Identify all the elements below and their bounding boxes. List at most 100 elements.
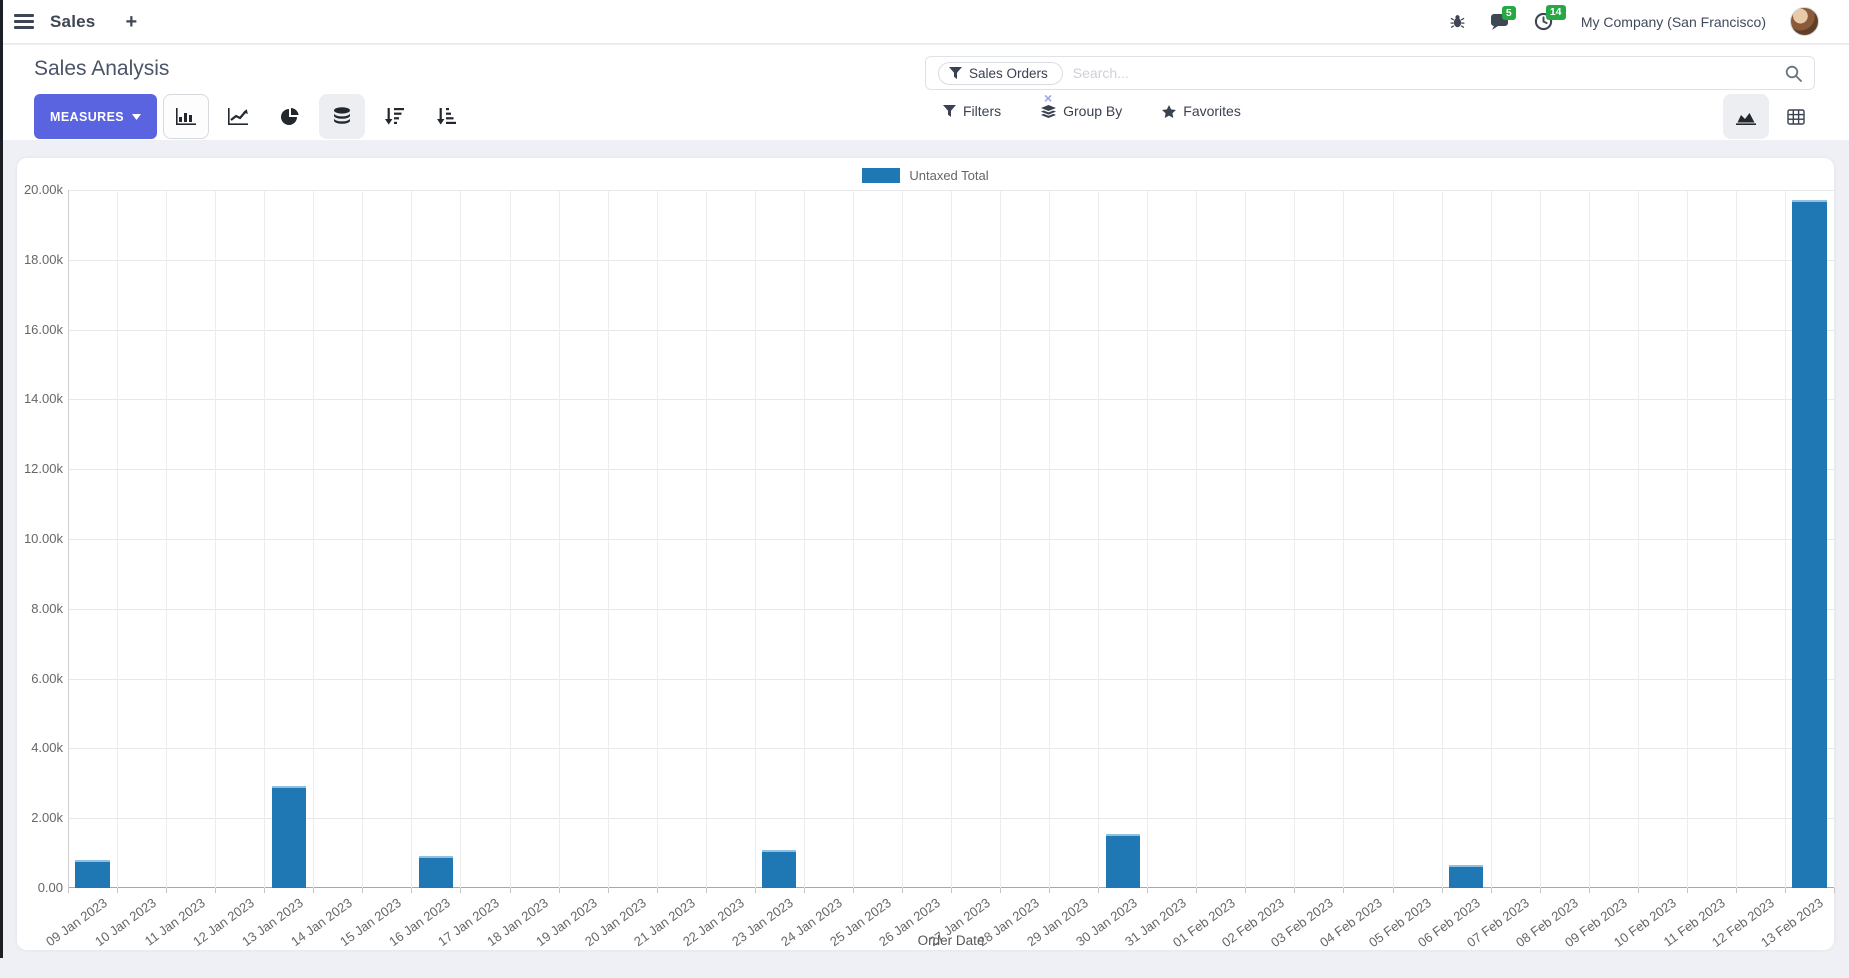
x-axis-tick [951,888,952,893]
bar[interactable] [1105,833,1140,888]
bar[interactable] [418,855,454,888]
x-axis-tick [754,888,756,893]
plot-area [68,190,1835,888]
x-axis-tick [1686,888,1688,893]
bar[interactable] [75,860,110,888]
gridline-vertical [1098,190,1100,888]
pie-chart-view-button[interactable] [267,94,313,139]
legend-swatch [862,168,901,183]
stacked-database-icon [334,107,351,124]
gridline-vertical [1441,190,1443,888]
gridline-vertical [901,190,903,888]
graph-view-switch-button[interactable] [1723,94,1769,139]
gridline-vertical [852,190,854,888]
x-axis-tick [1147,888,1149,893]
bar[interactable] [271,785,306,888]
y-tick-label: 6.00k [31,670,63,686]
gridline-vertical [1343,190,1345,888]
hamburger-menu-icon[interactable] [14,14,34,29]
y-tick-label: 4.00k [31,740,63,756]
x-axis-tick [117,888,119,893]
activities-clock-icon[interactable]: 14 [1534,5,1566,31]
gridline-vertical [705,190,707,888]
gridline-vertical [1539,190,1541,888]
y-tick-label: 10.00k [23,531,63,546]
x-axis-tick [803,888,805,893]
y-tick-label: 12.00k [23,461,63,477]
x-axis-tick [1490,888,1492,893]
x-axis-tick [313,888,315,893]
x-axis-tick [215,888,217,893]
search-facet[interactable]: Sales Orders [938,61,1063,85]
gridline-vertical [607,190,609,888]
user-avatar[interactable] [1790,7,1819,36]
filters-menu[interactable]: Filters [943,103,1001,119]
company-name[interactable]: My Company (San Francisco) [1580,13,1766,30]
page-title: Sales Analysis [34,57,170,80]
app-name[interactable]: Sales [50,11,96,31]
x-axis-tick [1637,888,1639,893]
favorites-menu[interactable]: Favorites [1162,103,1241,119]
gridline-vertical [509,190,511,888]
line-chart-view-button[interactable] [215,94,261,139]
gridline-vertical [1834,190,1835,888]
pivot-view-switch-button[interactable] [1773,94,1819,139]
gridline-vertical [1147,190,1149,888]
bar-chart-view-button[interactable] [163,94,210,139]
gridline-vertical [460,190,462,888]
sort-descending-button[interactable] [371,94,417,139]
gridline-vertical [1686,190,1688,888]
facet-remove-icon[interactable]: × [1044,90,1053,106]
gridline-vertical [754,190,756,888]
facet-label: Sales Orders [969,65,1048,81]
bar-chart-icon [176,108,197,125]
x-axis-tick [1343,888,1345,893]
stacked-toggle-button[interactable] [319,94,366,139]
gridline-vertical [264,190,266,888]
gridline-vertical [215,190,217,888]
x-axis-tick [362,888,364,893]
x-axis-title: Order Date [917,933,985,948]
debug-bug-icon[interactable] [1449,13,1466,30]
gridline-vertical [1245,190,1247,888]
x-axis-tick [852,888,854,893]
bar[interactable] [1792,200,1827,888]
sort-ascending-button[interactable] [423,94,469,139]
search-icon[interactable] [1785,65,1802,82]
gridline-vertical [1784,190,1786,888]
filters-label: Filters [963,103,1002,119]
legend-label: Untaxed Total [909,168,989,183]
search-input[interactable]: Search... [1072,65,1129,81]
bar[interactable] [762,849,797,888]
search-bar[interactable]: Sales Orders Search... × [925,56,1815,106]
y-tick-label: 20.00k [23,182,63,197]
gridline-vertical [558,190,560,888]
gridline-vertical [411,190,413,888]
x-axis-tick [1098,888,1100,893]
x-axis-tick [1441,888,1443,893]
group-by-menu[interactable]: Group By [1041,103,1122,119]
gridline-vertical [1196,190,1198,888]
x-axis-tick [68,888,69,893]
sort-desc-icon [384,108,404,125]
chart-legend[interactable]: Untaxed Total [17,168,1834,183]
x-axis-tick [1294,888,1296,893]
x-axis-tick [1784,888,1786,893]
x-axis-tick [460,888,462,893]
measures-button[interactable]: MEASURES [34,94,158,139]
x-axis-tick [509,888,511,893]
x-axis-tick [1049,888,1051,893]
group-by-layers-icon [1041,104,1057,118]
plus-icon[interactable]: + [125,10,138,33]
x-axis-tick [1196,888,1198,893]
gridline-vertical [1049,190,1051,888]
messages-icon[interactable]: 5 [1490,5,1516,31]
x-axis-tick [607,888,609,893]
line-chart-icon [228,108,249,125]
x-axis-tick [558,888,560,893]
sort-asc-icon [436,108,456,125]
messages-badge: 5 [1501,5,1516,21]
window-edge [0,0,3,958]
bar[interactable] [1448,865,1484,888]
x-axis-tick [1245,888,1247,893]
